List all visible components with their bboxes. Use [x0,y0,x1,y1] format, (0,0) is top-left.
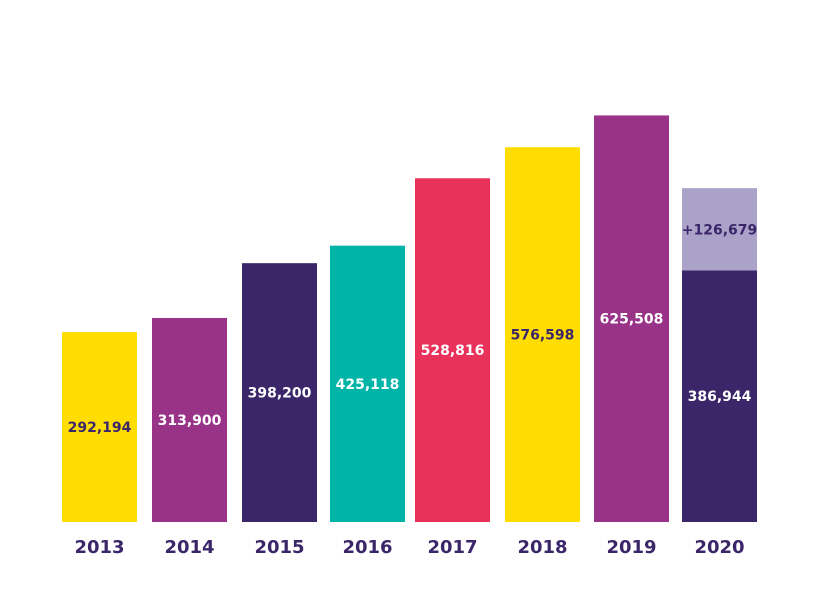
bar-2015 [242,263,317,522]
bar-increment-2020 [682,188,757,271]
x-tick-label-2018: 2018 [517,537,567,558]
bar-value-label-2013: 292,194 [68,420,132,436]
bar-value-label-2018: 576,598 [511,328,575,344]
bar-2019 [594,115,669,522]
bar-value-label-2017: 528,816 [421,343,485,359]
bar-increment-label-2020: +126,679 [682,222,758,238]
bar-2016 [330,245,405,523]
bar-2013 [62,332,137,522]
x-tick-label-2019: 2019 [606,537,656,558]
bar-2014 [152,317,227,522]
bar-2018 [505,147,580,522]
bar-value-label-2015: 398,200 [248,386,312,402]
bar-value-label-2019: 625,508 [600,312,664,328]
bar-value-label-2020: 386,944 [688,389,752,405]
x-tick-label-2014: 2014 [164,537,214,558]
x-tick-label-2016: 2016 [342,537,392,558]
x-tick-label-2013: 2013 [74,537,124,558]
x-tick-label-2020: 2020 [694,537,744,558]
bar-value-label-2016: 425,118 [336,377,400,393]
bar-value-label-2014: 313,900 [158,413,222,429]
x-tick-label-2015: 2015 [254,537,304,558]
bar-2020 [682,270,757,522]
x-tick-label-2017: 2017 [427,537,477,558]
bar-2017 [415,178,490,523]
